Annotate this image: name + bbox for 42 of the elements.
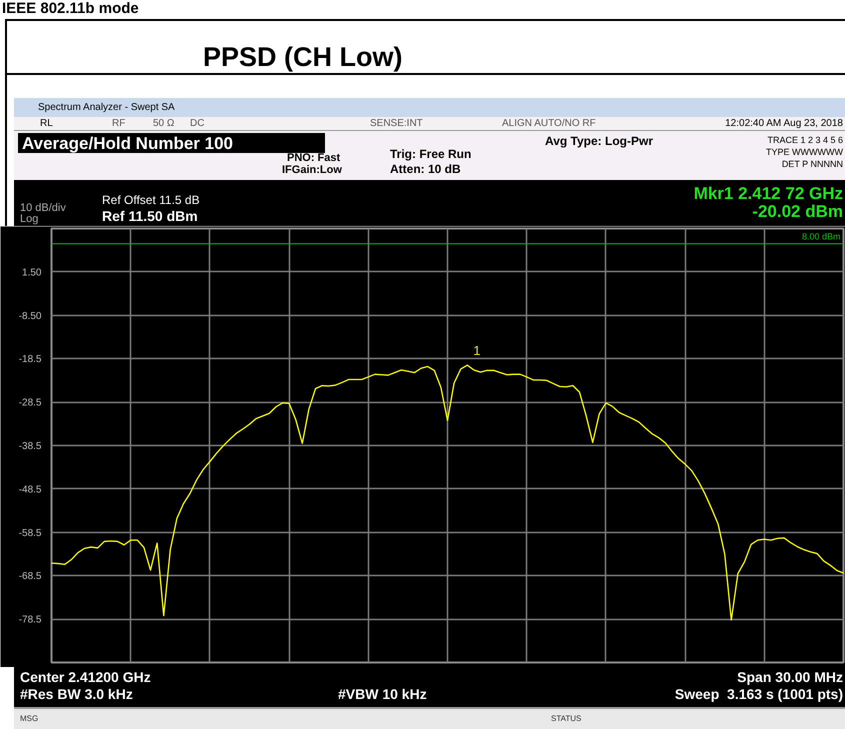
chart-title: PPSD (CH Low) [203, 41, 402, 74]
text: MSG [20, 713, 38, 724]
y-tick-label: 1.50 [22, 267, 42, 278]
text: 12:02:40 AM Aug 23, 2018 [725, 117, 843, 131]
text: TRACE 1 2 3 4 5 6 [767, 134, 843, 147]
text: #VBW 10 kHz [338, 685, 427, 704]
text: DC [190, 117, 204, 131]
text: Ref 11.50 dBm [102, 207, 198, 226]
text: Log [20, 212, 38, 227]
text: RF [112, 117, 126, 131]
text: 50 Ω [153, 117, 174, 131]
text: DET P NNNNN [782, 158, 843, 171]
ref-line-label: 8.00 dBm [802, 232, 841, 242]
y-tick-label: -48.5 [18, 484, 42, 496]
text: Center 2.41200 GHz [20, 668, 151, 687]
y-tick-label: -78.5 [18, 614, 42, 626]
text: IFGain:Low [282, 163, 342, 178]
y-tick-label: -18.5 [18, 354, 42, 366]
text: PNO: Fast [287, 151, 340, 165]
text: Span 30.00 MHz [737, 668, 843, 687]
text: 10 dB/div [20, 201, 66, 214]
y-tick-label: -68.5 [18, 571, 42, 582]
chart-subtitle: IEEE 802.11b mode [2, 0, 139, 17]
text: Sweep 3.163 s (1001 pts) [674, 685, 843, 704]
text: #Res BW 3.0 kHz [20, 685, 133, 704]
text: TYPE WWWWWW [766, 146, 843, 159]
text: Atten: 10 dB [390, 161, 461, 178]
text: Spectrum Analyzer - Swept SA [38, 101, 175, 115]
y-tick-label: -28.5 [18, 398, 42, 409]
text: RL [40, 117, 53, 131]
text: Avg Type: Log-Pwr [545, 133, 653, 150]
line-series [52, 364, 844, 621]
text: STATUS [551, 713, 582, 724]
y-tick-label: -58.5 [18, 528, 42, 539]
text: Trig: Free Run [390, 146, 472, 163]
text: SENSE:INT [370, 117, 423, 131]
text: ALIGN AUTO/NO RF [502, 117, 596, 131]
annotation: 1 [473, 343, 481, 358]
text: Average/Hold Number 100 [22, 133, 233, 155]
text: Ref Offset 11.5 dB [102, 192, 200, 209]
y-tick-label: -8.50 [18, 310, 42, 322]
y-tick-label: -38.5 [18, 441, 42, 452]
